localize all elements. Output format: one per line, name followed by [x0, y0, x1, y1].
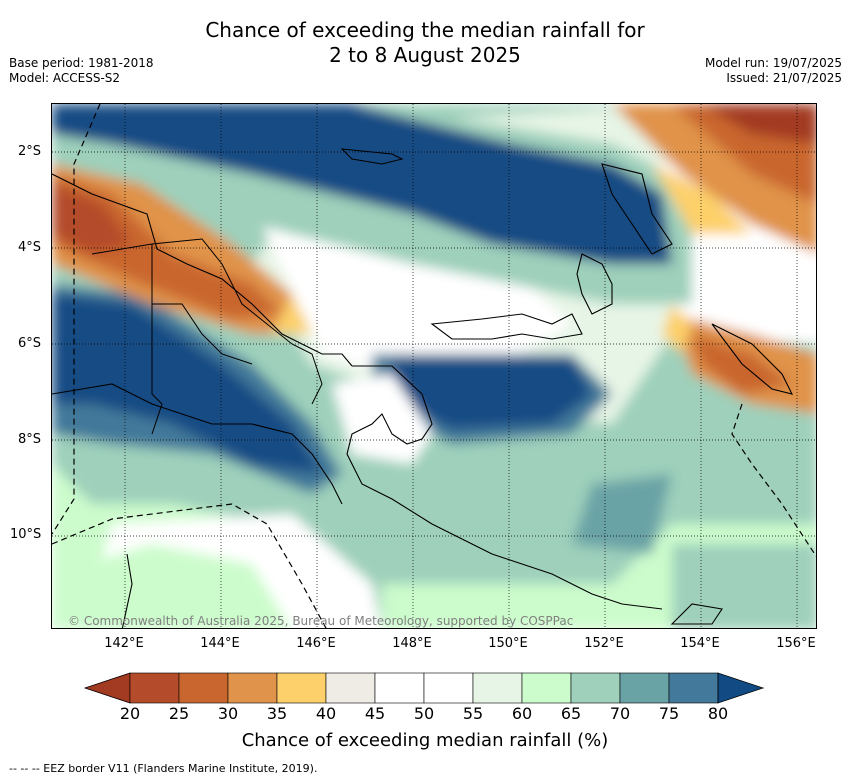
- title-line-2: 2 to 8 August 2025: [329, 43, 521, 67]
- colorbar-tick-label: 35: [266, 704, 288, 723]
- copyright-text: © Commonwealth of Australia 2025, Bureau…: [68, 614, 574, 628]
- colorbar-cell: [423, 672, 474, 704]
- colorbar-tick-label: 55: [462, 704, 484, 723]
- eez-borders: [52, 104, 816, 628]
- colorbar-cell: [570, 672, 621, 704]
- lon-label: 154°E: [680, 636, 720, 651]
- rainfall-map: [51, 103, 817, 629]
- colorbar-title: Chance of exceeding median rainfall (%): [241, 730, 609, 751]
- lon-label: 150°E: [488, 636, 528, 651]
- colorbar-tick-label: 20: [119, 704, 141, 723]
- lon-label: 146°E: [296, 636, 336, 651]
- base-period: Base period: 1981-2018: [9, 56, 154, 70]
- lat-label: 6°S: [18, 336, 42, 351]
- model-name: Model: ACCESS-S2: [9, 71, 121, 85]
- lon-label: 144°E: [200, 636, 240, 651]
- lon-label: 156°E: [776, 636, 816, 651]
- map-svg: [52, 104, 816, 628]
- eez-legend: -- -- -- EEZ border V11 (Flanders Marine…: [9, 762, 318, 775]
- colorbar-cell: [374, 672, 425, 704]
- colorbar-cell: [521, 672, 572, 704]
- title-line-1: Chance of exceeding the median rainfall …: [205, 18, 645, 42]
- colorbar-cell: [276, 672, 327, 704]
- meta-left: Base period: 1981-2018 Model: ACCESS-S2: [9, 56, 154, 86]
- colorbar-cells: [83, 672, 765, 704]
- model-run: Model run: 19/07/2025: [704, 56, 842, 70]
- lat-label: 8°S: [18, 432, 42, 447]
- colorbar: [83, 672, 765, 704]
- colorbar-cell: [668, 672, 719, 704]
- colorbar-tick-label: 80: [707, 704, 729, 723]
- colorbar-cell: [325, 672, 376, 704]
- lat-label: 10°S: [10, 527, 42, 542]
- colorbar-tick-label: 50: [413, 704, 435, 723]
- rainfall-field: [52, 104, 816, 628]
- map-title: Chance of exceeding the median rainfall …: [0, 18, 850, 68]
- colorbar-cell: [227, 672, 278, 704]
- colorbar-cell: [472, 672, 523, 704]
- coastlines: [52, 148, 794, 628]
- colorbar-cell: [619, 672, 670, 704]
- colorbar-tick-label: 30: [217, 704, 239, 723]
- lon-label: 142°E: [104, 636, 144, 651]
- colorbar-tick-label: 40: [315, 704, 337, 723]
- colorbar-extend-low: [83, 672, 131, 704]
- meta-right: Model run: 19/07/2025 Issued: 21/07/2025: [705, 56, 842, 86]
- colorbar-cell: [129, 672, 180, 704]
- colorbar-cell: [178, 672, 229, 704]
- colorbar-tick-label: 25: [168, 704, 190, 723]
- lon-label: 148°E: [392, 636, 432, 651]
- graticule: [52, 104, 816, 628]
- lon-label: 152°E: [584, 636, 624, 651]
- colorbar-tick-label: 60: [511, 704, 533, 723]
- colorbar-tick-label: 70: [609, 704, 631, 723]
- colorbar-tick-label: 75: [658, 704, 680, 723]
- colorbar-tick-label: 45: [364, 704, 386, 723]
- borders: [91, 238, 323, 435]
- colorbar-extend-high: [717, 672, 765, 704]
- issued-date: Issued: 21/07/2025: [726, 71, 842, 85]
- lat-label: 4°S: [18, 240, 42, 255]
- colorbar-tick-label: 65: [560, 704, 582, 723]
- lat-label: 2°S: [18, 144, 42, 159]
